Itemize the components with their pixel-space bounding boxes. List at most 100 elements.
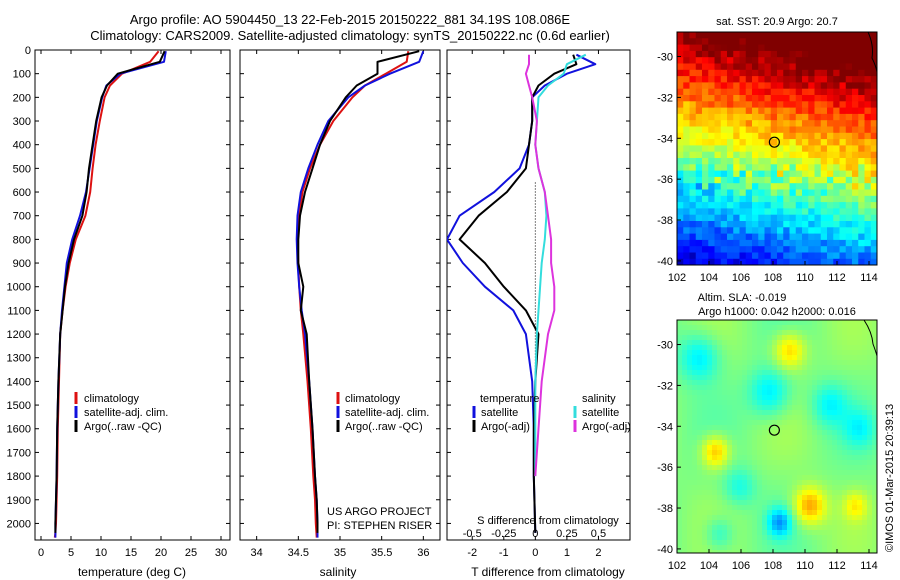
sla-cell	[752, 455, 758, 461]
sla-cell	[857, 445, 863, 451]
sst-cell	[764, 145, 772, 153]
sla-cell	[832, 525, 838, 531]
sst-cell	[695, 258, 703, 265]
sla-cell	[857, 435, 863, 441]
sla-cell	[842, 390, 848, 396]
sst-cell	[739, 151, 747, 159]
sla-cell	[757, 330, 763, 336]
sla-cell	[817, 350, 823, 356]
sla-cell	[812, 390, 818, 396]
sla-cell	[832, 400, 838, 406]
sla-cell	[812, 355, 818, 361]
sla-cell	[692, 370, 698, 376]
sla-cell	[722, 360, 728, 366]
sla-cell	[817, 365, 823, 371]
sst-cell	[833, 139, 840, 146]
sst-cell	[802, 120, 809, 127]
sla-cell	[727, 435, 733, 441]
sla-cell	[802, 500, 808, 506]
sst-cell	[764, 88, 772, 96]
sst-cell	[764, 189, 772, 197]
sla-cell	[702, 530, 708, 536]
sla-cell	[807, 510, 813, 516]
sst-cell	[770, 120, 778, 127]
sst-cell	[702, 151, 709, 159]
sla-cell	[722, 540, 728, 546]
sla-cell	[797, 500, 803, 506]
sla-cell	[687, 550, 693, 553]
sst-cell	[764, 82, 772, 90]
sla-cell	[707, 545, 713, 551]
sla-cell	[822, 320, 828, 326]
sla-cell	[847, 425, 853, 431]
sla-cell	[717, 375, 723, 381]
sla-cell	[767, 420, 773, 426]
sst-cell	[858, 82, 865, 90]
sst-cell	[714, 214, 722, 222]
sst-cell	[745, 252, 753, 260]
sla-cell	[717, 510, 723, 516]
sla-cell	[702, 405, 708, 411]
sst-cell	[739, 132, 747, 140]
sla-cell	[737, 440, 743, 446]
sla-cell	[802, 470, 808, 476]
sst-cell	[758, 252, 765, 260]
sst-cell	[758, 151, 765, 159]
sst-cell	[858, 63, 865, 71]
sst-cell	[677, 202, 684, 209]
sst-cell	[714, 38, 722, 46]
sla-cell	[787, 525, 793, 531]
sst-cell	[789, 132, 797, 140]
sla-cell	[807, 535, 813, 541]
sla-cell	[802, 350, 808, 356]
sla-cell	[717, 365, 723, 371]
sla-cell	[747, 415, 753, 421]
sst-cell	[845, 183, 853, 190]
sst-cell	[820, 221, 828, 228]
sst-cell	[814, 82, 822, 90]
sla-cell	[847, 365, 853, 371]
sst-cell	[777, 95, 784, 102]
sla-cell	[797, 380, 803, 386]
sla-cell	[792, 440, 798, 446]
sst-cell	[789, 145, 797, 153]
sst-cell	[733, 221, 740, 228]
sla-cell	[787, 395, 793, 401]
sla-cell	[697, 425, 703, 431]
sla-cell	[817, 395, 823, 401]
sst-cell	[870, 158, 877, 165]
sst-cell	[727, 32, 734, 39]
sla-cell	[832, 455, 838, 461]
sla-cell	[737, 500, 743, 506]
sla-cell	[752, 420, 758, 426]
sla-cell	[787, 350, 793, 356]
sla-cell	[842, 395, 848, 401]
sla-cell	[852, 485, 858, 491]
sla-cell	[677, 485, 683, 491]
sla-cell	[747, 375, 753, 381]
sla-cell	[817, 485, 823, 491]
sla-cell	[842, 345, 848, 351]
sst-cell	[758, 145, 765, 153]
sst-cell	[683, 183, 690, 190]
sst-cell	[770, 227, 778, 235]
sst-cell	[839, 227, 847, 235]
sst-cell	[789, 239, 797, 247]
sla-cell	[752, 490, 758, 496]
sla-cell	[747, 430, 753, 436]
sla-cell	[852, 390, 858, 396]
sla-cell	[742, 495, 748, 501]
sst-cell	[808, 107, 815, 115]
sla-cell	[852, 505, 858, 511]
sst-cell	[727, 202, 734, 209]
sst-cell	[814, 139, 822, 146]
sla-cell	[702, 490, 708, 496]
sst-cell	[745, 176, 753, 184]
sla-cell	[777, 365, 783, 371]
sst-cell	[827, 101, 834, 109]
sla-cell	[827, 540, 833, 546]
sla-cell	[862, 400, 868, 406]
sla-cell	[862, 530, 868, 536]
sst-cell	[852, 170, 859, 178]
sla-cell	[792, 510, 798, 516]
